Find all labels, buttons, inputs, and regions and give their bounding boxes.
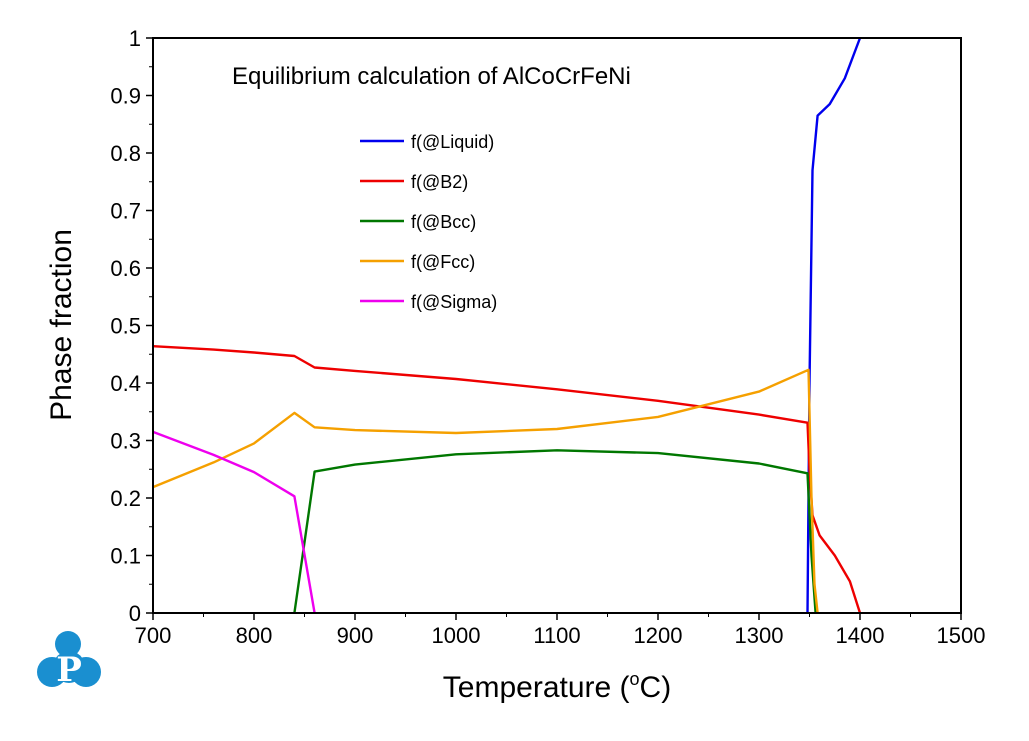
y-tick-label: 0: [129, 601, 141, 626]
y-axis-title: Phase fraction: [45, 229, 78, 421]
legend-label: f(@Liquid): [411, 132, 494, 152]
x-tick-label: 1000: [432, 623, 481, 648]
ticks-layer: 700 800 900 1000 1100 1200 1300 1400 1500 0 0.1 0.2…: [110, 26, 985, 648]
y-tick-label: 0.8: [110, 141, 141, 166]
legend-label: f(@Bcc): [411, 212, 476, 232]
series-line-f-b2: [152, 345, 862, 614]
x-tick-label: 900: [337, 623, 374, 648]
series-line-f-sigma: [152, 430, 316, 614]
logo-letter: P: [56, 650, 82, 690]
y-tick-label: 0.9: [110, 84, 141, 109]
legend-label: f(@Fcc): [411, 252, 475, 272]
x-axis-title-degree: o: [630, 669, 640, 689]
legend: f(@Liquid) f(@B2) f(@Bcc) f(@Fcc) f(@Sigma): [360, 132, 497, 312]
y-tick-label: 0.2: [110, 486, 141, 511]
series-line-f-bcc: [293, 449, 817, 614]
x-axis-title-main: Temperature (: [443, 671, 630, 704]
series-line-f-fcc: [152, 368, 819, 614]
x-tick-label: 1200: [634, 623, 683, 648]
y-tick-label: 0.5: [110, 314, 141, 339]
x-tick-label: 1300: [735, 623, 784, 648]
legend-label: f(@Sigma): [411, 292, 497, 312]
x-axis-title-end: C): [640, 671, 672, 704]
chart-title: Equilibrium calculation of AlCoCrFeNi: [232, 63, 631, 90]
y-tick-label: 0.1: [110, 544, 141, 569]
x-tick-label: 1500: [937, 623, 986, 648]
series-layer: [152, 37, 862, 614]
x-tick-label: 800: [236, 623, 273, 648]
logo-cloud-center: [53, 651, 85, 683]
brand-logo: P: [37, 631, 101, 690]
y-tick-label: 0.6: [110, 256, 141, 281]
x-tick-label: 1100: [533, 623, 580, 648]
legend-label: f(@B2): [411, 172, 468, 192]
logo-cloud-top: [55, 631, 81, 657]
x-tick-label: 1400: [836, 623, 885, 648]
y-tick-label: 0.3: [110, 429, 141, 454]
x-tick-label: 700: [135, 623, 172, 648]
y-tick-label: 0.7: [110, 199, 141, 224]
y-tick-label: 1: [129, 26, 141, 51]
x-axis-title: Temperature (oC): [443, 669, 671, 704]
y-tick-label: 0.4: [110, 371, 141, 396]
